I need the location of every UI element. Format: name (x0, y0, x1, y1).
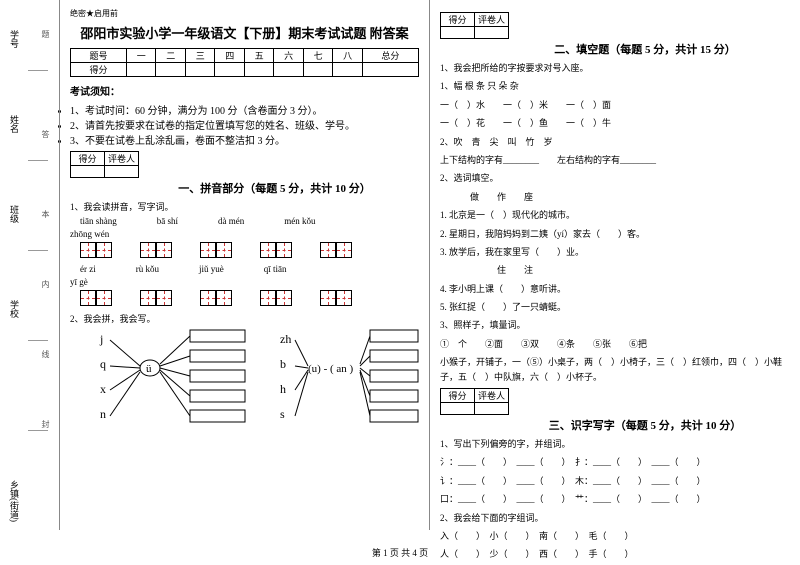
score-table: 题号一二三四五六七八总分 得分 (70, 48, 419, 77)
svg-text:(u) - ( an ): (u) - ( an ) (308, 363, 354, 375)
side-label-class: 班级 (8, 205, 21, 223)
side-label-name: 姓名 (8, 115, 21, 133)
left-column: 绝密★启用前 邵阳市实验小学一年级语文【下册】期末考试试题 附答案 题号一二三四… (60, 0, 430, 530)
section1-title: 一、拼音部分（每题 5 分，共计 10 分） (130, 180, 419, 196)
notice-heading: 考试须知： (70, 83, 419, 98)
page: 绝密★启用前 邵阳市实验小学一年级语文【下册】期末考试试题 附答案 题号一二三四… (60, 0, 800, 530)
binding-sideband: 学号 姓名 班级 学校 乡镇(街道) 题 答 本 内 线 封 (0, 0, 60, 530)
tianzige-row-1 (80, 242, 419, 258)
pinyin-match-diagram: j q x n ü zh b h s (u) - ( an ) (70, 328, 420, 438)
pinyin-row-2: ér zirù kǒujiǔ yuèqī tiān (80, 264, 419, 274)
secret-label: 绝密★启用前 (70, 8, 419, 19)
svg-text:j: j (99, 332, 103, 346)
svg-text:ü: ü (146, 363, 152, 375)
side-label-town: 乡镇(街道) (8, 480, 21, 522)
section-scorebox: 得分评卷人 (70, 151, 139, 178)
section3-scorebox: 得分评卷人 (440, 388, 509, 415)
notice-list: 1、考试时间：60 分钟，满分为 100 分（含卷面分 3 分）。 2、请首先按… (70, 102, 419, 147)
svg-text:h: h (280, 382, 286, 396)
tianzige-row-2 (80, 290, 419, 306)
svg-text:n: n (100, 407, 106, 421)
svg-text:zh: zh (280, 332, 291, 346)
side-label-id: 学号 (8, 30, 21, 48)
svg-text:q: q (100, 357, 106, 371)
section2-scorebox: 得分评卷人 (440, 12, 509, 39)
q1: 1、我会读拼音，写字词。 (70, 200, 419, 213)
svg-text:b: b (280, 357, 286, 371)
q2: 2、我会拼，我会写。 (70, 312, 419, 325)
side-label-school: 学校 (8, 300, 21, 318)
right-column: 得分评卷人 二、填空题（每题 5 分，共计 15 分） 1、我会把所给的字按要求… (430, 0, 800, 530)
pinyin-row-1: tiān shàngbā shídà ménmén kǒu (80, 216, 419, 226)
svg-text:x: x (100, 382, 106, 396)
page-footer: 第 1 页 共 4 页 (0, 546, 800, 559)
section2-title: 二、填空题（每题 5 分，共计 15 分） (500, 41, 790, 57)
exam-title: 邵阳市实验小学一年级语文【下册】期末考试试题 附答案 (70, 23, 419, 42)
svg-text:s: s (280, 407, 285, 421)
section3-title: 三、识字写字（每题 5 分，共计 10 分） (500, 417, 790, 433)
